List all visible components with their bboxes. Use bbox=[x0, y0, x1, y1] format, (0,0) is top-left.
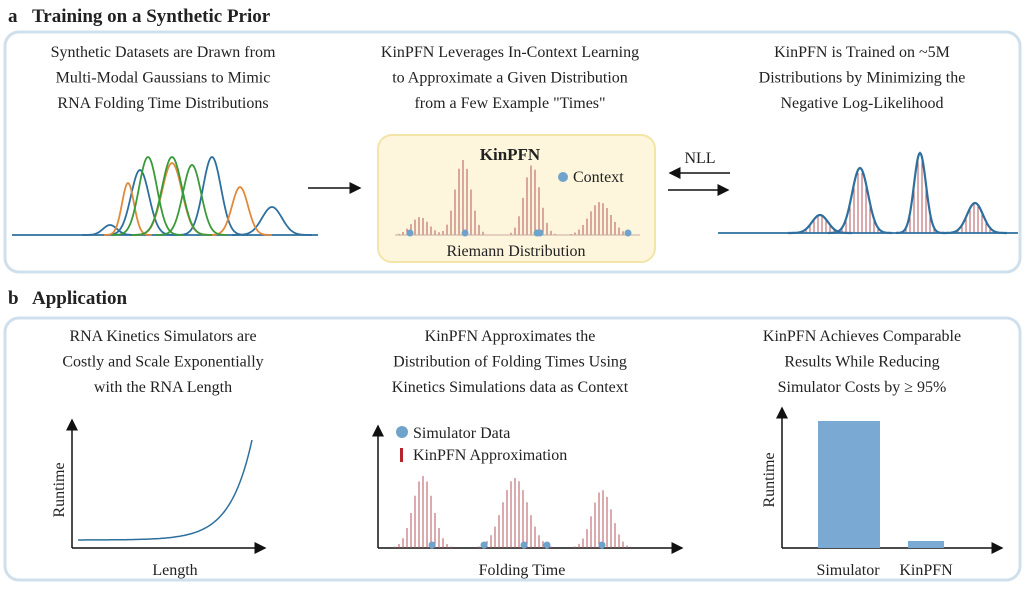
caption: Distribution of Folding Times Using bbox=[393, 354, 627, 371]
caption: with the RNA Length bbox=[94, 379, 232, 396]
panel-title: Application bbox=[32, 288, 127, 309]
caption: Negative Log-Likelihood bbox=[780, 95, 943, 112]
curve bbox=[232, 206, 312, 236]
context-dot bbox=[624, 229, 632, 237]
legend-text: Context bbox=[573, 169, 624, 186]
category-label: Simulator bbox=[816, 562, 880, 579]
curve bbox=[828, 166, 892, 235]
legend-text: KinPFN Approximation bbox=[413, 447, 567, 464]
data-dot bbox=[598, 541, 606, 549]
x-label: Length bbox=[152, 562, 197, 579]
data-dot bbox=[480, 541, 488, 549]
caption: Simulator Costs by ≥ 95% bbox=[778, 379, 947, 396]
curve bbox=[156, 164, 228, 236]
bar bbox=[908, 541, 944, 548]
panel-label: b bbox=[8, 288, 19, 309]
legend-text: Simulator Data bbox=[413, 425, 510, 442]
legend-dot bbox=[396, 426, 408, 438]
curve bbox=[788, 213, 852, 235]
context-dot bbox=[406, 229, 414, 237]
caption: Synthetic Datasets are Drawn from bbox=[51, 44, 276, 61]
legend-dot bbox=[558, 172, 568, 182]
curve bbox=[208, 186, 272, 236]
y-label: Runtime bbox=[761, 452, 778, 507]
caption: Distributions by Minimizing the bbox=[759, 70, 966, 87]
curve bbox=[78, 439, 253, 541]
caption: KinPFN Approximates the bbox=[425, 328, 596, 345]
caption: from a Few Example "Times" bbox=[414, 95, 605, 112]
caption: to Approximate a Given Distribution bbox=[392, 70, 628, 87]
y-label: Runtime bbox=[51, 462, 68, 517]
loss-label: NLL bbox=[684, 150, 715, 167]
caption: Costly and Scale Exponentially bbox=[62, 354, 263, 371]
caption: KinPFN is Trained on ~5M bbox=[774, 44, 950, 61]
caption: RNA Folding Time Distributions bbox=[57, 95, 268, 112]
data-dot bbox=[520, 541, 528, 549]
panel-b-box bbox=[3, 316, 1022, 582]
curve bbox=[176, 155, 248, 236]
caption: Multi-Modal Gaussians to Mimic bbox=[56, 70, 271, 87]
context-dot bbox=[536, 229, 544, 237]
bar bbox=[818, 421, 880, 548]
category-label: KinPFN bbox=[899, 562, 953, 579]
panel-title: Training on a Synthetic Prior bbox=[32, 6, 271, 27]
caption: KinPFN Achieves Comparable bbox=[763, 328, 961, 345]
x-label: Folding Time bbox=[479, 562, 566, 579]
model-title: KinPFN bbox=[480, 145, 541, 164]
panel-label: a bbox=[8, 6, 18, 27]
caption: RNA Kinetics Simulators are bbox=[69, 328, 256, 345]
curve bbox=[112, 155, 184, 236]
caption: Kinetics Simulations data as Context bbox=[392, 379, 629, 396]
data-dot bbox=[543, 541, 551, 549]
data-dot bbox=[428, 541, 436, 549]
caption: Results While Reducing bbox=[784, 354, 939, 371]
legend-bar bbox=[400, 448, 403, 462]
model-output: Riemann Distribution bbox=[446, 243, 585, 260]
panel-a-box bbox=[3, 30, 1022, 274]
context-dot bbox=[461, 229, 469, 237]
caption: KinPFN Leverages In-Context Learning bbox=[381, 44, 639, 61]
curve bbox=[82, 224, 138, 236]
curve bbox=[895, 151, 945, 235]
curve bbox=[943, 201, 1007, 235]
curve bbox=[104, 169, 176, 236]
curve bbox=[132, 156, 212, 236]
